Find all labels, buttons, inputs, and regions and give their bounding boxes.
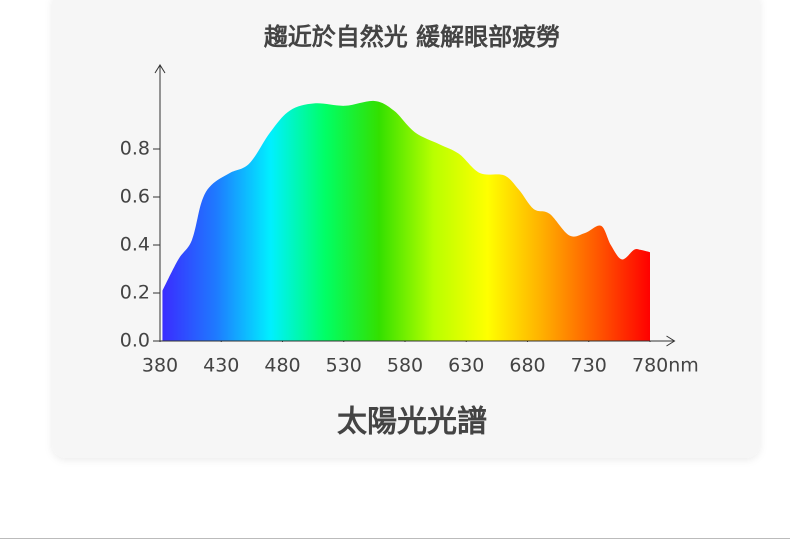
x-tick-label: 730 bbox=[571, 355, 607, 377]
y-tick-label: 0.2 bbox=[120, 282, 150, 304]
y-axis-arrow bbox=[154, 64, 166, 74]
x-tick-label: 580 bbox=[387, 355, 423, 377]
x-tick-label: 530 bbox=[326, 355, 362, 377]
x-tick-label: 680 bbox=[509, 355, 545, 377]
spectrum-area bbox=[162, 100, 650, 341]
x-tick-label: 430 bbox=[203, 355, 239, 377]
y-tick-label: 0.6 bbox=[120, 186, 150, 208]
x-axis-label: 太陽光光譜 bbox=[337, 405, 487, 440]
chart-title: 趨近於自然光 緩解眼部疲勞 bbox=[263, 23, 560, 51]
y-tick-label: 0.4 bbox=[120, 234, 150, 256]
x-tick-label: 780nm bbox=[632, 355, 699, 377]
x-tick-label: 480 bbox=[264, 355, 300, 377]
x-tick-label: 630 bbox=[448, 355, 484, 377]
x-tick-label: 380 bbox=[142, 355, 178, 377]
x-axis-arrow bbox=[666, 335, 676, 347]
y-tick-label: 0.8 bbox=[120, 138, 150, 160]
y-tick-label: 0.0 bbox=[120, 330, 150, 352]
